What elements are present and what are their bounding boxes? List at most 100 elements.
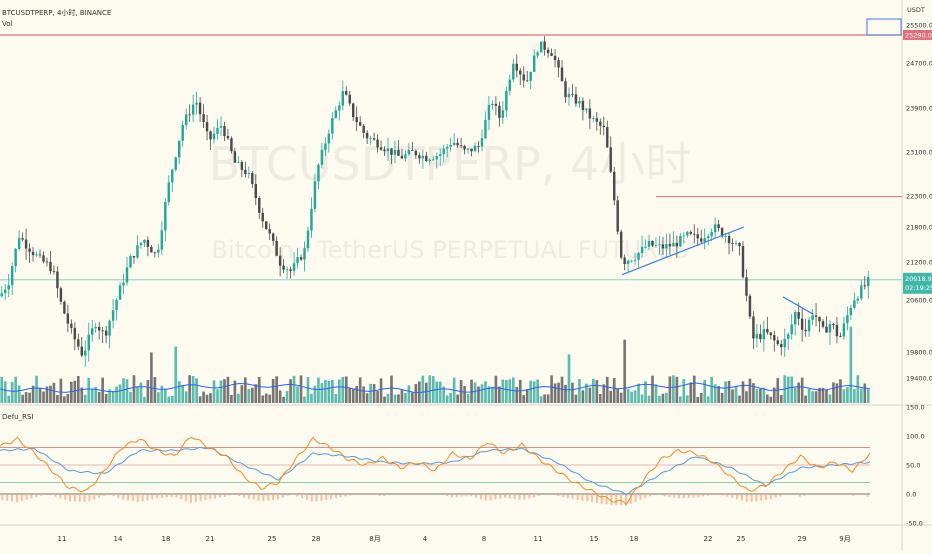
candle-body[interactable]: [654, 245, 658, 246]
candle-body[interactable]: [341, 91, 344, 106]
candle-body[interactable]: [790, 324, 793, 335]
candle-body[interactable]: [456, 142, 459, 146]
candle-body[interactable]: [508, 79, 512, 91]
candle-body[interactable]: [164, 201, 167, 231]
candle-body[interactable]: [745, 277, 748, 296]
candle-body[interactable]: [191, 104, 195, 115]
candle-body[interactable]: [532, 55, 536, 72]
candle-body[interactable]: [296, 257, 299, 264]
candle-body[interactable]: [331, 118, 334, 134]
candle-body[interactable]: [219, 126, 223, 128]
candle-body[interactable]: [324, 143, 327, 150]
candle-body[interactable]: [710, 232, 713, 237]
selection-box[interactable]: [866, 18, 902, 36]
candle-body[interactable]: [24, 239, 28, 249]
candle-body[interactable]: [390, 148, 393, 155]
candle-body[interactable]: [661, 244, 665, 249]
candle-body[interactable]: [668, 243, 672, 247]
candle-body[interactable]: [198, 102, 202, 115]
candle-body[interactable]: [407, 149, 411, 155]
candle-body[interactable]: [365, 132, 369, 139]
candle-body[interactable]: [706, 236, 710, 239]
candle-body[interactable]: [793, 312, 797, 325]
candle-body[interactable]: [849, 307, 853, 316]
candle-body[interactable]: [338, 105, 341, 111]
candle-body[interactable]: [153, 252, 157, 254]
candle-body[interactable]: [14, 248, 17, 267]
candle-body[interactable]: [515, 63, 518, 71]
candle-body[interactable]: [345, 91, 348, 95]
candle-body[interactable]: [167, 182, 170, 202]
candle-body[interactable]: [244, 169, 247, 175]
candle-body[interactable]: [637, 252, 640, 260]
candle-body[interactable]: [122, 282, 125, 286]
candle-body[interactable]: [139, 242, 143, 246]
candle-body[interactable]: [741, 246, 745, 278]
candle-body[interactable]: [675, 242, 679, 247]
candle-body[interactable]: [397, 149, 400, 156]
candle-body[interactable]: [519, 70, 522, 75]
candle-body[interactable]: [818, 316, 821, 322]
candle-body[interactable]: [108, 320, 111, 336]
candle-body[interactable]: [254, 183, 257, 199]
candle-body[interactable]: [585, 108, 588, 111]
candle-body[interactable]: [560, 67, 564, 82]
candle-body[interactable]: [94, 326, 97, 329]
candle-body[interactable]: [564, 81, 567, 98]
candle-body[interactable]: [606, 127, 609, 148]
candle-body[interactable]: [251, 173, 254, 184]
candle-body[interactable]: [352, 103, 355, 118]
candle-body[interactable]: [35, 254, 38, 256]
candle-body[interactable]: [188, 114, 191, 116]
candle-body[interactable]: [839, 336, 842, 338]
candle-body[interactable]: [856, 298, 860, 301]
candle-body[interactable]: [101, 330, 104, 332]
candle-body[interactable]: [70, 323, 73, 328]
candle-body[interactable]: [77, 339, 80, 347]
candle-body[interactable]: [567, 93, 571, 98]
candle-body[interactable]: [386, 148, 390, 152]
trendline-1[interactable]: [621, 226, 745, 276]
candle-body[interactable]: [240, 161, 244, 170]
candle-body[interactable]: [452, 142, 456, 145]
candle-body[interactable]: [672, 242, 675, 247]
candle-body[interactable]: [150, 246, 153, 253]
candle-body[interactable]: [52, 271, 56, 273]
candle-body[interactable]: [682, 235, 686, 237]
candle-body[interactable]: [184, 114, 188, 126]
candle-body[interactable]: [17, 238, 21, 249]
candle-body[interactable]: [376, 139, 379, 148]
candle-body[interactable]: [574, 94, 578, 104]
candle-body[interactable]: [693, 233, 696, 235]
candle-body[interactable]: [609, 147, 612, 172]
candle-body[interactable]: [125, 267, 129, 283]
candle-body[interactable]: [543, 41, 546, 50]
candle-body[interactable]: [261, 212, 264, 222]
candle-body[interactable]: [271, 233, 275, 241]
candle-body[interactable]: [578, 100, 581, 104]
candle-body[interactable]: [773, 335, 776, 341]
candle-body[interactable]: [49, 261, 52, 272]
candle-body[interactable]: [289, 269, 292, 271]
candle-body[interactable]: [727, 236, 731, 244]
candle-body[interactable]: [237, 161, 240, 163]
candle-body[interactable]: [797, 312, 800, 319]
candle-body[interactable]: [713, 224, 717, 233]
candle-body[interactable]: [425, 155, 428, 162]
candle-body[interactable]: [787, 334, 790, 339]
candle-body[interactable]: [129, 256, 132, 268]
candle-body[interactable]: [104, 330, 108, 336]
candle-body[interactable]: [285, 269, 289, 271]
candle-body[interactable]: [303, 248, 306, 260]
candle-body[interactable]: [442, 148, 445, 155]
candle-body[interactable]: [209, 131, 212, 140]
candle-body[interactable]: [87, 334, 90, 351]
candle-body[interactable]: [651, 240, 654, 246]
trendline-2[interactable]: [782, 296, 814, 315]
candle-body[interactable]: [595, 118, 599, 122]
candle-body[interactable]: [73, 327, 77, 340]
candle-body[interactable]: [679, 236, 682, 247]
candle-body[interactable]: [306, 230, 310, 249]
candle-body[interactable]: [665, 243, 668, 249]
